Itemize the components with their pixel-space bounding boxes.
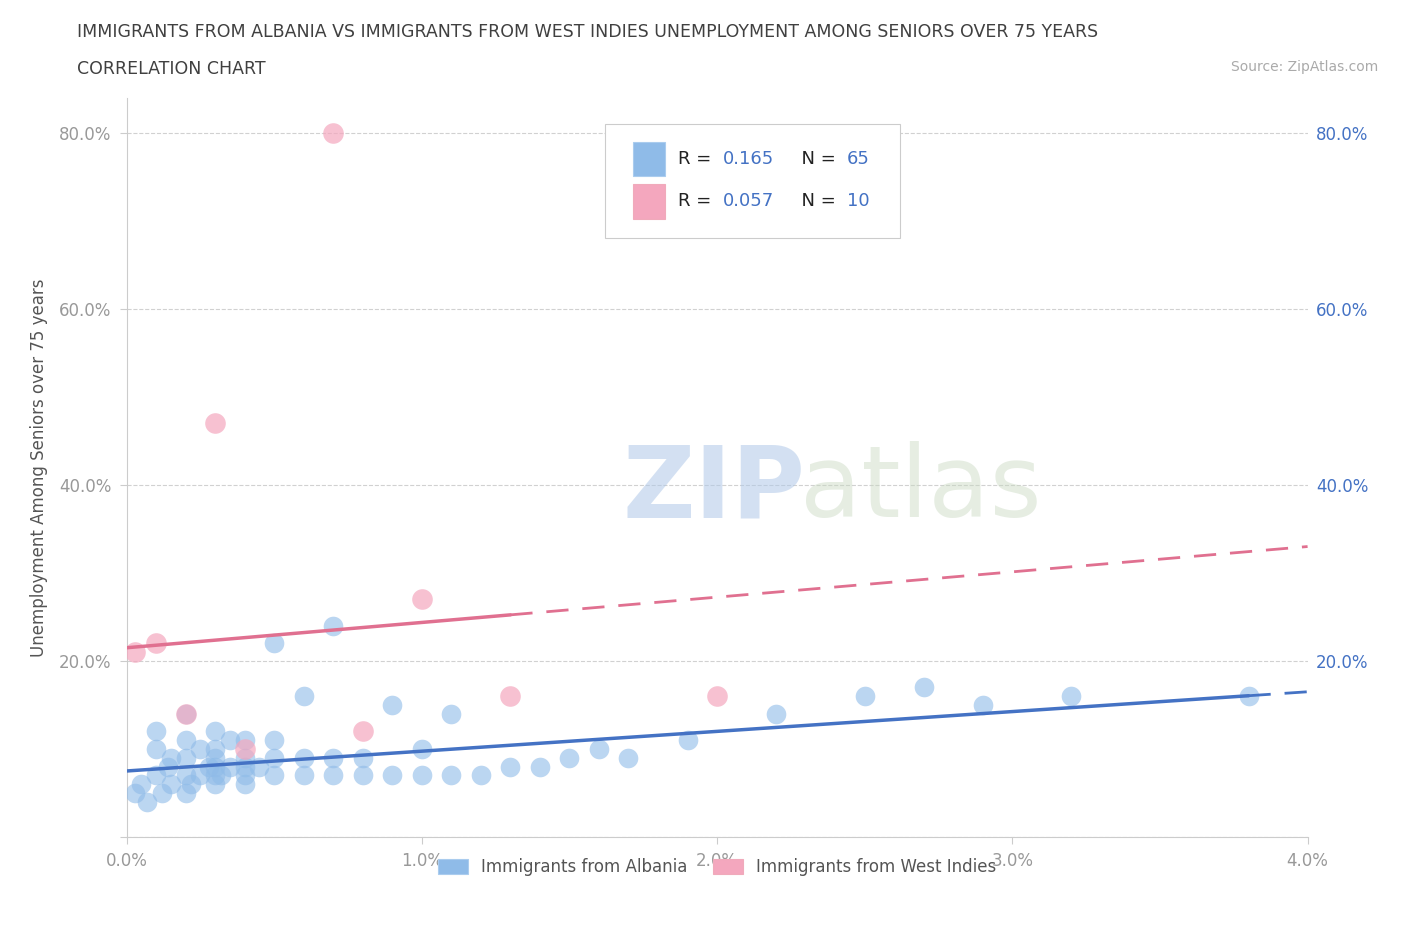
FancyBboxPatch shape	[633, 184, 665, 219]
Text: R =: R =	[678, 193, 717, 210]
Point	[204, 416, 226, 431]
Point	[322, 618, 344, 633]
Point	[263, 768, 285, 783]
Text: Source: ZipAtlas.com: Source: ZipAtlas.com	[1230, 60, 1378, 74]
FancyBboxPatch shape	[605, 124, 900, 238]
Point	[145, 636, 167, 651]
Legend: Immigrants from Albania, Immigrants from West Indies: Immigrants from Albania, Immigrants from…	[430, 849, 1004, 884]
Point	[440, 768, 463, 783]
Point	[617, 751, 640, 765]
Text: ZIP: ZIP	[623, 441, 806, 538]
Point	[174, 707, 197, 722]
Text: CORRELATION CHART: CORRELATION CHART	[77, 60, 266, 78]
Point	[174, 768, 197, 783]
Point	[853, 689, 876, 704]
Point	[204, 741, 226, 756]
FancyBboxPatch shape	[633, 141, 665, 177]
Point	[145, 768, 167, 783]
Text: 65: 65	[846, 150, 870, 168]
Point	[160, 751, 183, 765]
Point	[233, 768, 256, 783]
Text: N =: N =	[790, 193, 842, 210]
Text: atlas: atlas	[800, 441, 1042, 538]
Point	[219, 759, 242, 774]
Point	[188, 741, 212, 756]
Point	[188, 768, 212, 783]
Point	[529, 759, 551, 774]
Point	[411, 591, 433, 606]
Point	[972, 698, 994, 712]
Point	[292, 768, 315, 783]
Point	[499, 759, 522, 774]
Point	[145, 724, 167, 738]
Point	[204, 768, 226, 783]
Point	[292, 689, 315, 704]
Point	[322, 768, 344, 783]
Point	[912, 680, 935, 695]
Text: N =: N =	[790, 150, 842, 168]
Point	[233, 759, 256, 774]
Point	[381, 698, 404, 712]
Point	[440, 707, 463, 722]
Point	[352, 768, 374, 783]
Point	[381, 768, 404, 783]
Point	[1060, 689, 1083, 704]
Point	[124, 644, 146, 659]
Point	[156, 759, 179, 774]
Point	[499, 689, 522, 704]
Point	[352, 751, 374, 765]
Text: IMMIGRANTS FROM ALBANIA VS IMMIGRANTS FROM WEST INDIES UNEMPLOYMENT AMONG SENIOR: IMMIGRANTS FROM ALBANIA VS IMMIGRANTS FR…	[77, 23, 1098, 41]
Point	[233, 751, 256, 765]
Point	[249, 759, 271, 774]
Point	[411, 768, 433, 783]
Point	[322, 126, 344, 140]
Point	[174, 786, 197, 801]
Point	[180, 777, 202, 791]
Point	[263, 751, 285, 765]
Point	[160, 777, 183, 791]
Point	[233, 741, 256, 756]
Text: 10: 10	[846, 193, 869, 210]
Point	[174, 733, 197, 748]
Point	[706, 689, 728, 704]
Point	[129, 777, 153, 791]
Point	[352, 724, 374, 738]
Point	[198, 759, 221, 774]
Point	[322, 751, 344, 765]
Point	[765, 707, 787, 722]
Point	[263, 733, 285, 748]
Point	[558, 751, 581, 765]
Point	[209, 768, 232, 783]
Point	[411, 741, 433, 756]
Text: 0.057: 0.057	[723, 193, 775, 210]
Point	[204, 759, 226, 774]
Point	[204, 724, 226, 738]
Point	[204, 751, 226, 765]
Y-axis label: Unemployment Among Seniors over 75 years: Unemployment Among Seniors over 75 years	[30, 278, 48, 657]
Point	[263, 636, 285, 651]
Point	[292, 751, 315, 765]
Point	[233, 733, 256, 748]
Point	[136, 794, 159, 809]
Point	[145, 741, 167, 756]
Point	[174, 751, 197, 765]
Point	[470, 768, 492, 783]
Point	[233, 777, 256, 791]
Point	[124, 786, 146, 801]
Point	[676, 733, 699, 748]
Text: R =: R =	[678, 150, 717, 168]
Text: 0.165: 0.165	[723, 150, 775, 168]
Point	[1237, 689, 1260, 704]
Point	[219, 733, 242, 748]
Point	[150, 786, 173, 801]
Point	[174, 707, 197, 722]
Point	[204, 777, 226, 791]
Point	[588, 741, 610, 756]
